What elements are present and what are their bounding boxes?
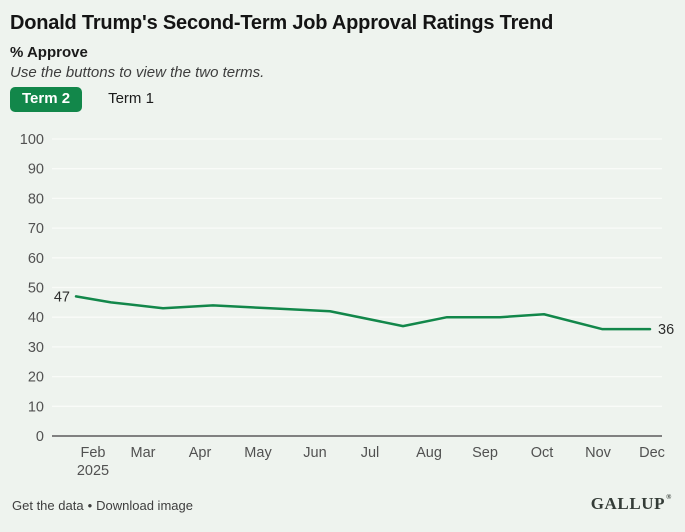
svg-text:Feb: Feb: [81, 445, 106, 461]
term-toggle-group: Term 2 Term 1: [10, 87, 166, 112]
trademark-icon: ®: [666, 493, 672, 501]
x-axis-labels: Feb 2025 Mar Apr May Jun Jul Aug Sep Oct Nov Dec: [77, 445, 665, 479]
svg-text:0: 0: [36, 429, 44, 445]
download-image-link[interactable]: Download image: [96, 498, 193, 513]
gallup-wordmark: GALLUP: [590, 494, 666, 513]
svg-text:60: 60: [28, 251, 44, 267]
svg-text:50: 50: [28, 281, 44, 297]
svg-text:Aug: Aug: [416, 445, 442, 461]
y-gridlines: [52, 138, 662, 407]
svg-text:Dec: Dec: [639, 445, 665, 461]
term-1-button[interactable]: Term 1: [96, 87, 166, 112]
svg-text:Oct: Oct: [531, 445, 554, 461]
svg-text:20: 20: [28, 370, 44, 386]
svg-text:2025: 2025: [77, 463, 109, 479]
chart-instruction: Use the buttons to view the two terms.: [10, 64, 265, 81]
svg-text:Jun: Jun: [303, 445, 326, 461]
start-value-label: 47: [54, 289, 70, 305]
end-value-label: 36: [658, 322, 674, 338]
svg-text:Nov: Nov: [585, 445, 612, 461]
svg-text:100: 100: [20, 132, 44, 148]
gallup-logo: GALLUP®: [591, 494, 672, 514]
svg-text:Apr: Apr: [189, 445, 212, 461]
y-axis-labels: 0 10 20 30 40 50 60 70 80 90 100: [20, 132, 44, 445]
svg-text:May: May: [244, 445, 272, 461]
svg-text:Jul: Jul: [361, 445, 380, 461]
svg-text:80: 80: [28, 191, 44, 207]
svg-text:10: 10: [28, 399, 44, 415]
footer-links: Get the data • Download image: [12, 498, 193, 513]
get-data-link[interactable]: Get the data: [12, 498, 84, 513]
footer-separator: •: [87, 498, 93, 513]
page-title: Donald Trump's Second-Term Job Approval …: [10, 12, 554, 34]
svg-text:70: 70: [28, 221, 44, 237]
svg-text:30: 30: [28, 340, 44, 356]
chart-subtitle: % Approve: [10, 44, 88, 61]
approval-trend-line: [74, 295, 652, 331]
svg-text:Sep: Sep: [472, 445, 498, 461]
svg-text:Mar: Mar: [131, 445, 156, 461]
term-2-button[interactable]: Term 2: [10, 87, 83, 112]
svg-text:90: 90: [28, 162, 44, 178]
svg-text:40: 40: [28, 310, 44, 326]
